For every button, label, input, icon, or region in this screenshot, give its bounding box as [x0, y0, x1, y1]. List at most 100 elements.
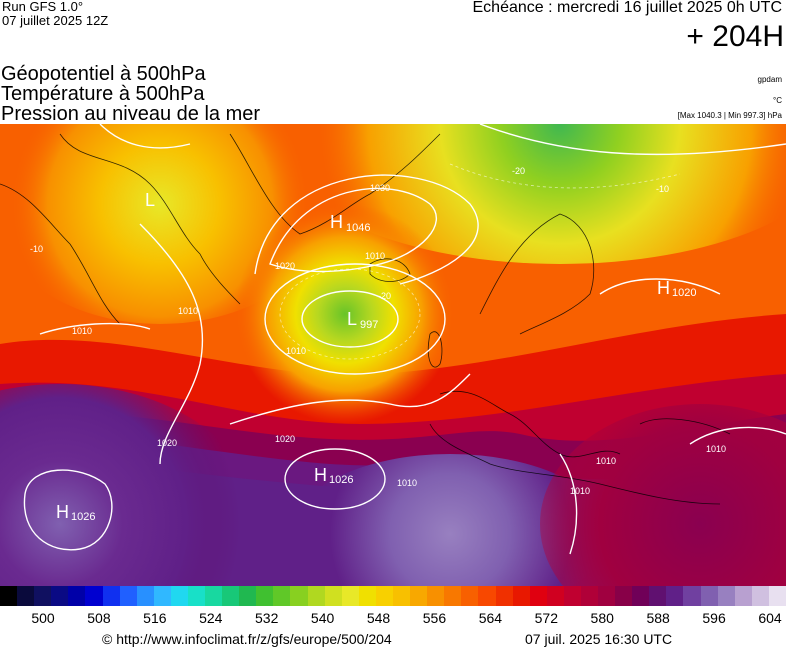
isobar-label: 1010 — [72, 326, 92, 336]
isobars — [23, 124, 786, 555]
color-scale-swatch — [102, 586, 121, 606]
black-sea-coast — [639, 418, 731, 435]
color-scale-swatch — [700, 586, 719, 606]
high-center-letter: H — [330, 212, 343, 232]
color-scale-swatch — [717, 586, 736, 606]
isobar-1010-north — [99, 124, 191, 149]
low-center-letter: L — [145, 190, 155, 210]
layer-title-pressure: Pression au niveau de la mer — [1, 103, 261, 125]
isobar-1025-azores — [284, 448, 386, 510]
isobar-labels: 1030 1020 1010 1010 1010 1010 1020 1020 … — [72, 183, 726, 496]
color-scale-swatch — [683, 586, 702, 606]
isobar-1010-east — [689, 426, 786, 445]
isobar-1030 — [254, 174, 479, 285]
isotherms — [279, 163, 681, 360]
color-scale-swatch — [768, 586, 786, 606]
high-center-value: 1026 — [71, 511, 95, 523]
color-scale-swatch — [478, 586, 496, 606]
color-scale-swatch — [615, 586, 633, 606]
iceland-coast — [369, 258, 411, 282]
color-scale-swatch — [239, 586, 257, 606]
isobar-label: 1010 — [178, 306, 198, 316]
color-scale-tick: 596 — [702, 610, 726, 626]
color-scale-swatch — [170, 586, 189, 606]
color-scale-tick: 508 — [87, 610, 111, 626]
source-credit: © http://www.infoclimat.fr/z/gfs/europe/… — [102, 631, 392, 647]
isobar-label: 1010 — [570, 486, 590, 496]
high-center-letter: H — [314, 465, 327, 485]
geopotential-unit: gpdam — [757, 75, 782, 84]
high-center-value: 1046 — [346, 222, 370, 234]
color-scale-tick: 604 — [758, 610, 782, 626]
color-scale-swatch — [529, 586, 548, 606]
british-isles-coast — [427, 331, 443, 368]
forecast-valid-time: Echéance : mercredi 16 juillet 2025 0h U… — [472, 0, 783, 16]
color-scale-tick: 564 — [478, 610, 503, 626]
color-scale-tick: 540 — [310, 610, 335, 626]
color-scale-tick: 580 — [590, 610, 614, 626]
color-scale-tick: 516 — [143, 610, 167, 626]
color-scale-swatch — [119, 586, 138, 606]
color-scale-swatch — [666, 586, 684, 606]
isobar-1020-west — [139, 223, 204, 465]
isobar-1010-low — [264, 263, 446, 375]
north-america-coast — [59, 133, 241, 305]
isobar-label: 1030 — [370, 183, 390, 193]
color-scale-swatch — [324, 586, 343, 606]
color-scale-swatch — [410, 586, 428, 606]
color-scale-swatch — [51, 586, 69, 606]
color-scale-ticks: 500 508 516 524 532 540 548 556 564 572 580 588 596 6… — [0, 610, 786, 626]
scandinavia-coast — [479, 213, 595, 335]
color-scale-swatch — [649, 586, 667, 606]
isobar-label: 1010 — [397, 478, 417, 488]
isobar-label: 1010 — [706, 444, 726, 454]
temperature-warm-middle-east — [540, 404, 786, 586]
isotherm-label: -20 — [512, 166, 525, 176]
isobar-label: 1010 — [286, 346, 306, 356]
isobar-1020-mid — [229, 373, 471, 425]
color-scale-tick: 588 — [646, 610, 670, 626]
lead-time: + 204H — [686, 20, 784, 53]
color-scale-swatch — [256, 586, 274, 606]
forecast-map: H 1046 L 997 H 1020 H 1026 H 1026 L 1030… — [0, 124, 786, 586]
color-scale — [0, 586, 786, 606]
color-scale-swatch — [0, 586, 18, 606]
isotherm-labels: -20 -20 -10 -10 — [30, 166, 669, 301]
color-scale-swatch — [341, 586, 360, 606]
color-scale-swatch — [205, 586, 223, 606]
pressure-extremes: [Max 1040.3 | Min 997.3] hPa — [677, 111, 782, 120]
color-scale-swatch — [153, 586, 172, 606]
temperature-cold-pool — [215, 204, 475, 424]
color-scale-swatch — [734, 586, 753, 606]
color-scale-swatch — [358, 586, 377, 606]
isobar-1025-atlantic — [23, 469, 113, 551]
color-scale-swatch — [34, 586, 52, 606]
color-scale-swatch — [222, 586, 240, 606]
color-scale-swatch — [68, 586, 86, 606]
isobar-1000 — [301, 290, 399, 348]
color-scale-swatch — [444, 586, 462, 606]
color-scale-swatch — [751, 586, 770, 606]
color-scale-swatch — [580, 586, 599, 606]
isotherm-20 — [279, 268, 421, 360]
isobar-label: 1010 — [596, 456, 616, 466]
color-scale-tick: 524 — [199, 610, 223, 626]
north-africa-coast — [429, 423, 721, 505]
isotherm-label: -10 — [656, 184, 669, 194]
isobar-label: 1020 — [157, 438, 177, 448]
color-scale-tick: 556 — [422, 610, 447, 626]
color-scale-tick: 500 — [31, 610, 55, 626]
isobar-1010-atlantic — [39, 322, 151, 335]
color-scale-swatch — [187, 586, 206, 606]
layer-title-geopotential: Géopotentiel à 500hPa — [1, 63, 206, 85]
temperature-warm-atlantic — [0, 384, 260, 586]
isobar-label: 1020 — [275, 434, 295, 444]
color-scale-swatch — [598, 586, 616, 606]
color-scale-swatch — [512, 586, 531, 606]
coastlines — [0, 133, 731, 505]
color-scale-swatch — [427, 586, 445, 606]
isobar-label: 1020 — [275, 261, 295, 271]
color-scale-swatch — [136, 586, 155, 606]
color-scale-swatch — [307, 586, 326, 606]
greenland-coast — [229, 133, 441, 235]
